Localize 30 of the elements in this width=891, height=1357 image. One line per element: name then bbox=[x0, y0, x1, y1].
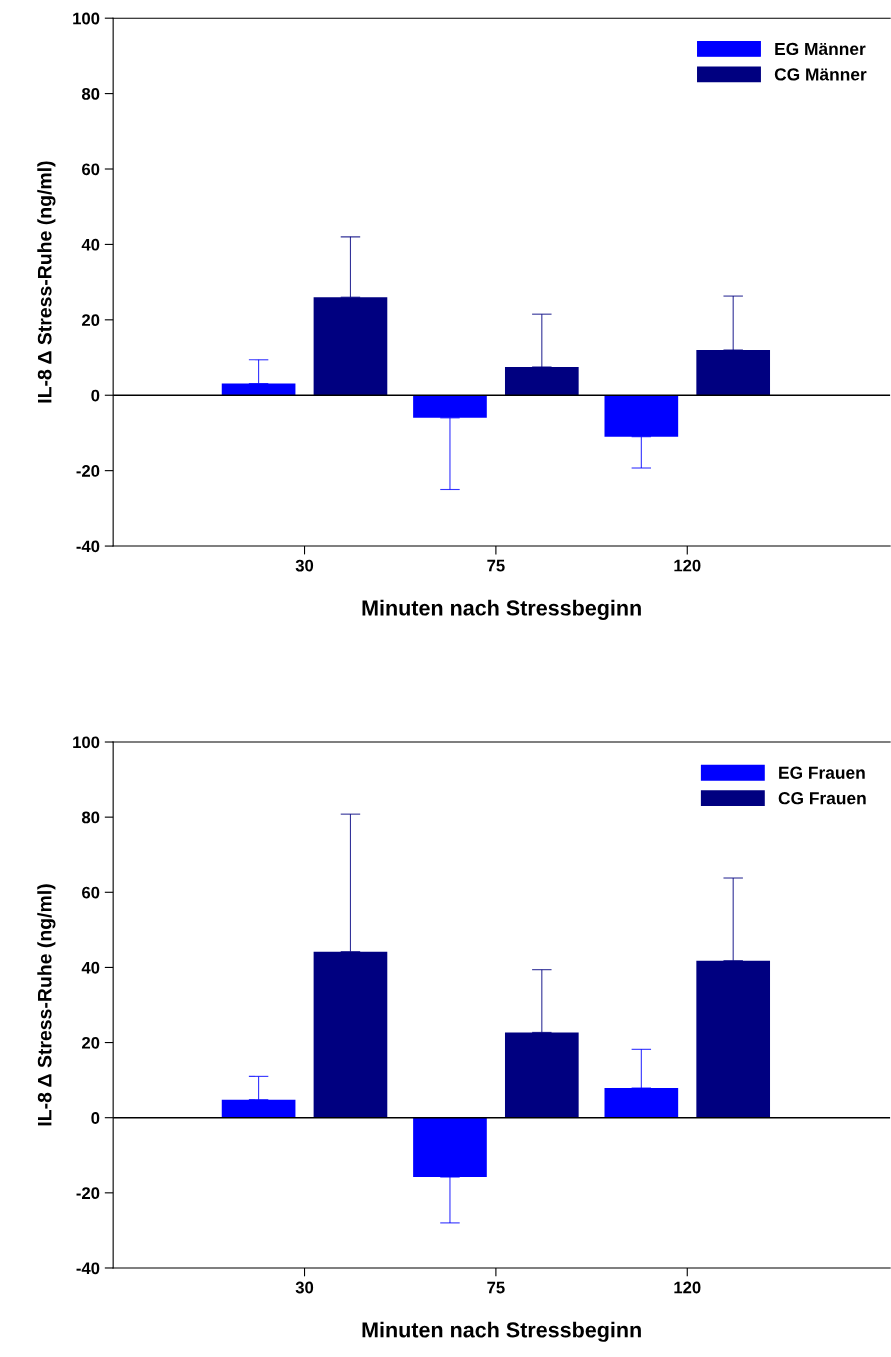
x-axis-title: Minuten nach Stressbeginn bbox=[362, 599, 641, 620]
legend-label: EG Männer bbox=[775, 42, 866, 56]
y-tick-label: 80 bbox=[81, 88, 100, 100]
y-tick-label: -40 bbox=[76, 1262, 100, 1275]
x-tick-label: 30 bbox=[295, 1281, 314, 1294]
y-tick-label: 40 bbox=[81, 238, 100, 251]
x-tick-label: 30 bbox=[295, 559, 314, 572]
x-tick-label: 120 bbox=[674, 559, 701, 572]
y-tick-label: 60 bbox=[82, 886, 100, 899]
x-axis-title: Minuten nach Stressbeginn bbox=[362, 1321, 641, 1342]
y-tick-label: 80 bbox=[81, 811, 100, 824]
x-tick-label: 75 bbox=[487, 559, 505, 572]
y-tick-label: -20 bbox=[76, 465, 100, 477]
y-tick-label: 40 bbox=[81, 961, 100, 974]
y-tick-label: 100 bbox=[73, 736, 100, 749]
y-tick-label: 0 bbox=[91, 389, 100, 402]
y-tick-label: 60 bbox=[82, 163, 100, 176]
legend-label: CG Frauen bbox=[778, 792, 866, 805]
legend-label: EG Frauen bbox=[779, 766, 865, 779]
y-tick-label: 20 bbox=[82, 1036, 100, 1049]
y-tick-label: 100 bbox=[73, 12, 100, 25]
y-axis-title: IL-8 Δ Stress-Ruhe (ng/ml) bbox=[37, 884, 56, 1126]
legend-label: CG Männer bbox=[774, 68, 867, 81]
y-axis-title: IL-8 Δ Stress-Ruhe (ng/ml) bbox=[37, 161, 56, 403]
x-tick-label: 75 bbox=[487, 1281, 505, 1294]
y-tick-label: -40 bbox=[76, 540, 100, 553]
y-tick-label: 20 bbox=[82, 314, 100, 327]
y-tick-label: -20 bbox=[76, 1187, 100, 1200]
y-tick-label: 0 bbox=[91, 1112, 100, 1124]
x-tick-label: 120 bbox=[674, 1281, 701, 1294]
